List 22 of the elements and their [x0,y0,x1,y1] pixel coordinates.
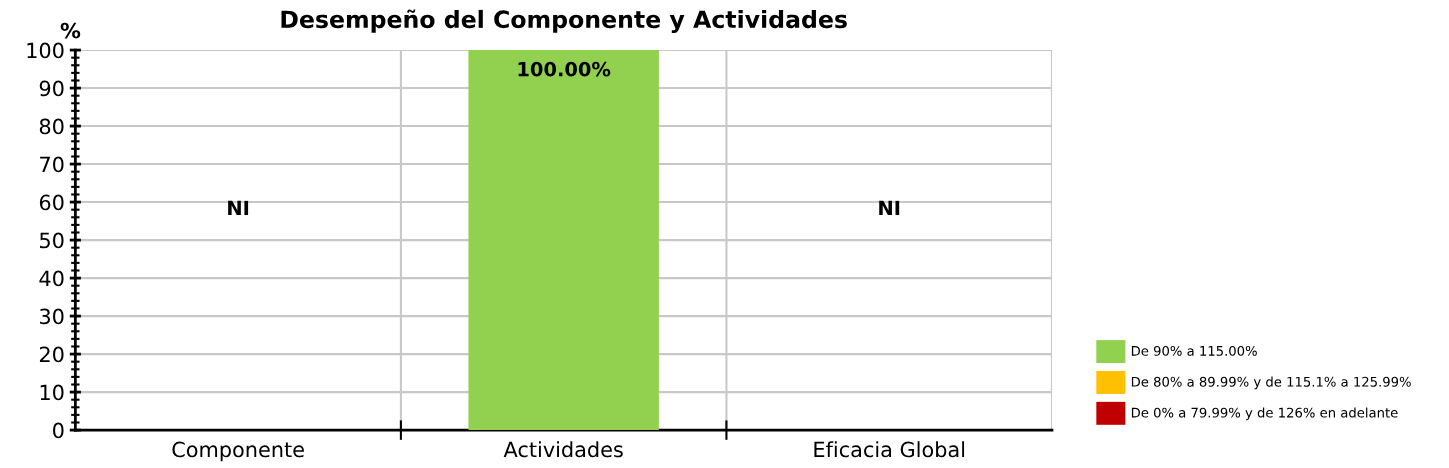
chart-title: Desempeño del Componente y Actividades [281,9,847,33]
y-tick-label: 30 [40,308,64,325]
legend-label: De 0% a 79.99% y de 126% en adelante [1131,407,1398,421]
x-tick-label: Eficacia Global [814,441,965,458]
x-tick-label: Actividades [503,441,623,458]
y-tick-label: 20 [39,346,64,363]
text: NI [228,200,249,216]
y-tick-label: 90 [39,80,64,97]
y-axis-title: % [60,22,81,39]
y-tick-label: 10 [40,384,64,401]
legend-label: De 90% a 115.00% [1131,345,1257,356]
legend-label: De 80% a 89.99% y de 115.1% a 125.99% [1131,376,1411,390]
data-label: 100.00% [518,61,611,77]
y-tick-label: 50 [40,232,64,249]
y-tick-label: 100 [27,42,64,59]
y-tick-label: 0 [53,422,64,439]
x-tick-label: Componente [172,441,304,462]
y-tick-label: 80 [39,118,64,135]
y-tick-label: 60 [39,194,64,211]
text: NI [879,200,900,216]
y-tick-label: 40 [39,270,64,287]
y-tick-label: 70 [40,156,64,173]
